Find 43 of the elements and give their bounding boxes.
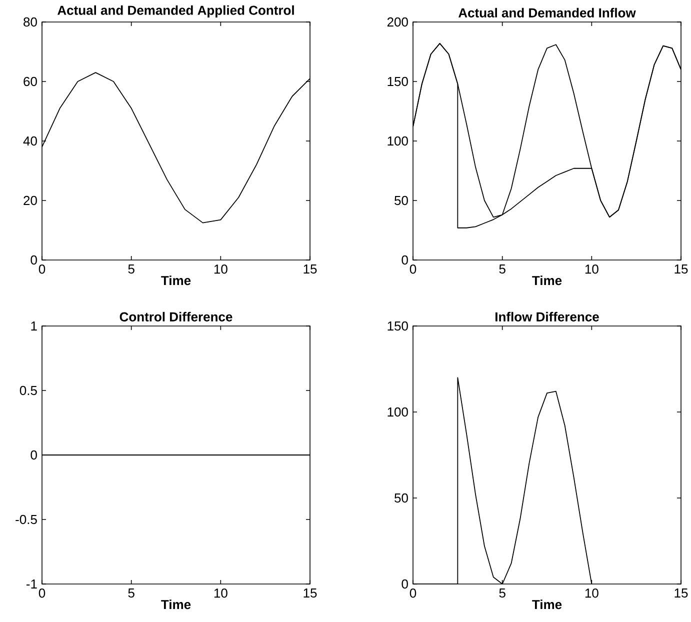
x-axis-title: Time — [532, 276, 562, 286]
x-tick-label: 5 — [499, 264, 506, 274]
y-tick-label: -0.5 — [16, 514, 37, 524]
x-tick-label: 10 — [585, 264, 598, 274]
x-tick-label: 10 — [214, 264, 228, 274]
y-tick-label: 40 — [23, 136, 37, 146]
y-tick-label: 1 — [31, 322, 37, 330]
chart-title: Inflow Difference — [496, 312, 599, 322]
x-axis-title: Time — [161, 276, 191, 286]
y-tick-label: 60 — [24, 76, 37, 86]
y-tick-label: 0 — [30, 450, 37, 460]
x-tick-label: 10 — [585, 588, 598, 598]
y-tick-label: 100 — [388, 407, 408, 417]
y-tick-label: 0.5 — [20, 386, 37, 396]
y-tick-label: 100 — [388, 136, 408, 146]
x-tick-label: 15 — [304, 264, 317, 274]
x-tick-label: 0 — [38, 588, 46, 598]
x-tick-label: 10 — [214, 588, 228, 598]
y-tick-label: 0 — [30, 255, 37, 265]
x-tick-label: 0 — [410, 588, 416, 598]
y-tick-label: 50 — [394, 493, 408, 503]
y-tick-label: 20 — [24, 196, 37, 206]
y-tick-label: 0 — [402, 579, 408, 589]
x-tick-label: 5 — [128, 588, 134, 598]
x-tick-label: 15 — [674, 264, 688, 274]
y-tick-label: 150 — [388, 321, 408, 331]
y-tick-label: 80 — [24, 17, 37, 27]
y-tick-label: 50 — [394, 196, 408, 206]
x-tick-label: 15 — [304, 588, 317, 598]
y-tick-label: -1 — [26, 580, 37, 588]
x-tick-label: 0 — [38, 264, 46, 274]
y-tick-label: 0 — [402, 255, 408, 265]
y-tick-label: 200 — [387, 17, 408, 27]
chart-title: Actual and Demanded Inflow — [458, 8, 636, 18]
x-tick-label: 5 — [499, 588, 506, 598]
x-tick-label: 0 — [410, 264, 416, 274]
chart-title: Control Difference — [120, 312, 232, 322]
y-tick-label: 150 — [388, 76, 408, 86]
x-axis-title: Time — [532, 600, 562, 610]
x-tick-label: 15 — [674, 588, 688, 598]
x-tick-label: 5 — [128, 264, 134, 274]
x-axis-title: Time — [161, 600, 191, 610]
chart-title: Actual and Demanded Applied Control — [58, 5, 294, 18]
